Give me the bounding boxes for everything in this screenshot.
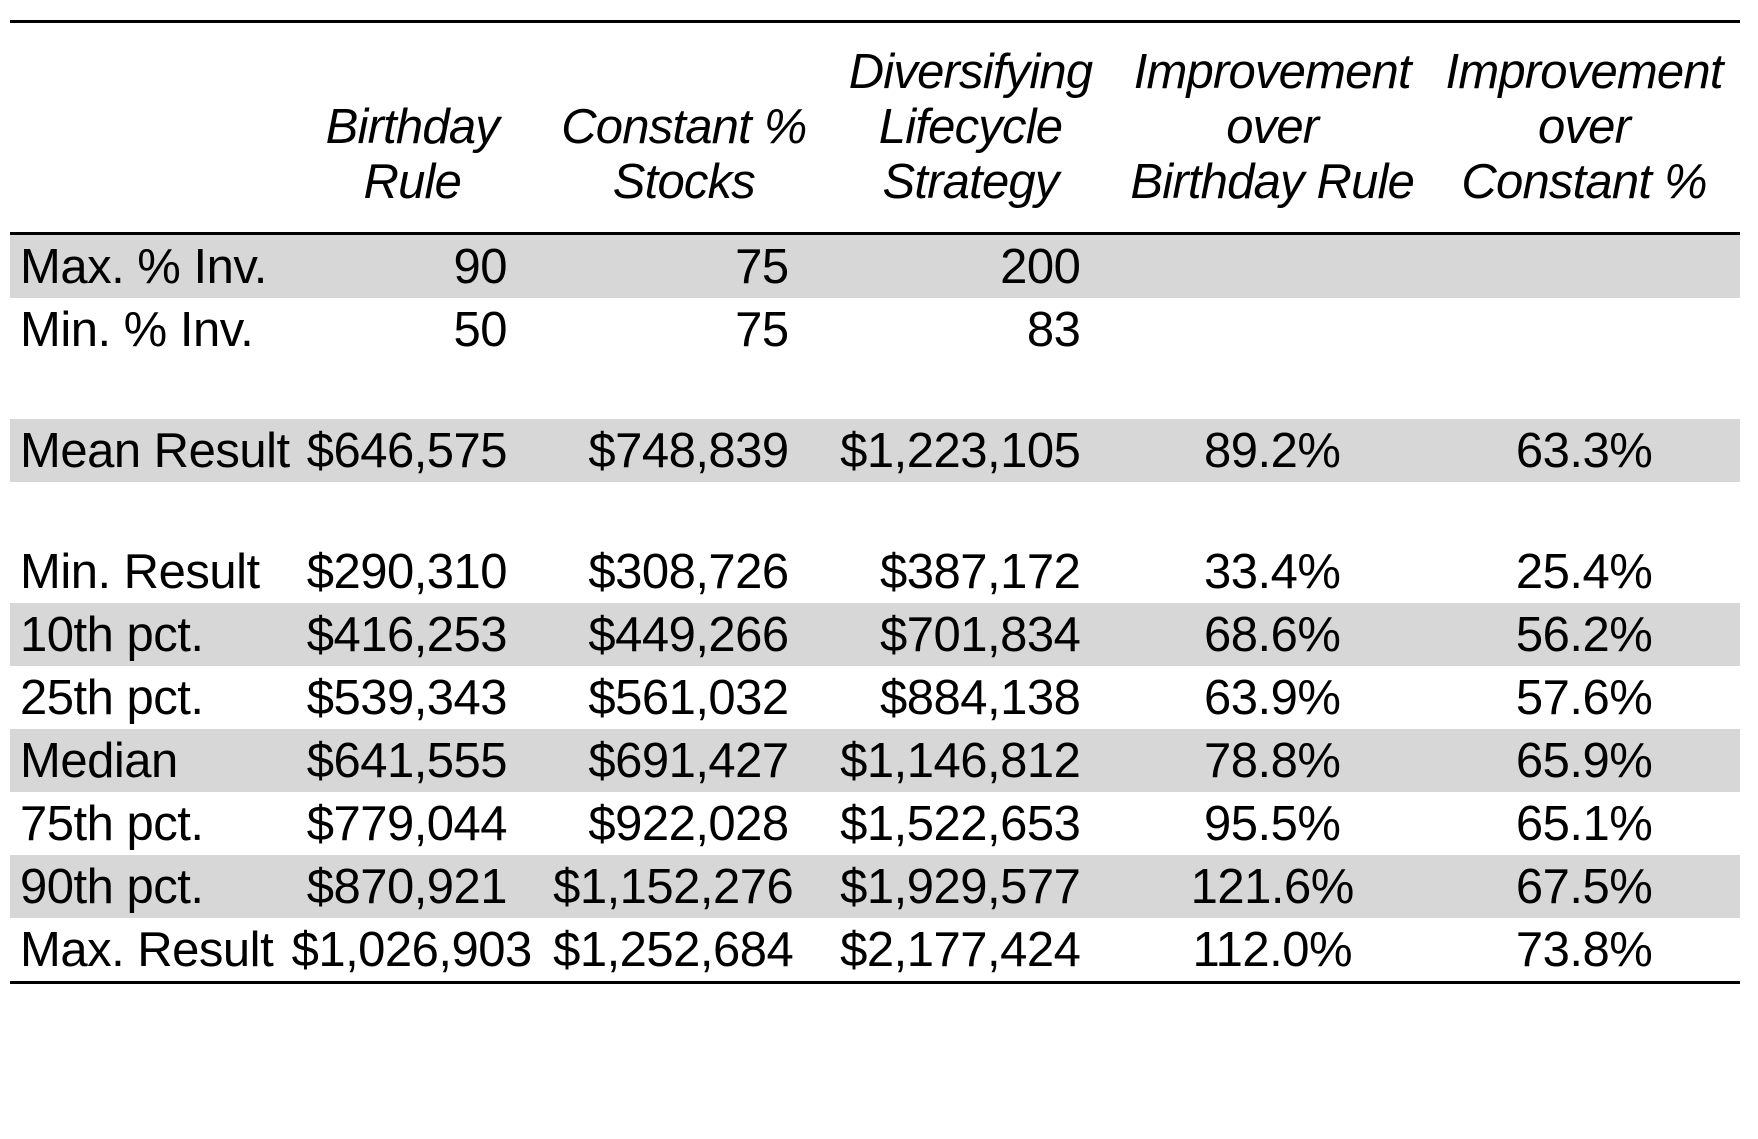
cell-improvement-birthday: 33.4% xyxy=(1116,540,1428,603)
cell-improvement-birthday xyxy=(1116,233,1428,298)
cell-birthday-rule: $646,575 xyxy=(282,419,544,482)
table-row: Min. Result$290,310$308,726$387,17233.4%… xyxy=(10,540,1740,603)
header-constant-stocks: Constant % Stocks xyxy=(543,22,825,234)
table-row: Median$641,555$691,427$1,146,81278.8%65.… xyxy=(10,729,1740,792)
cell-diversifying-lifecycle: $2,177,424 xyxy=(825,918,1117,983)
table-body: Max. % Inv.9075200Min. % Inv.507583Mean … xyxy=(10,233,1740,982)
cell-birthday-rule: 50 xyxy=(282,298,544,361)
header-text: Constant % xyxy=(561,100,806,154)
table-row: Max. % Inv.9075200 xyxy=(10,233,1740,298)
header-text: Diversifying xyxy=(849,45,1093,99)
cell-improvement-constant xyxy=(1428,233,1740,298)
cell-improvement-constant: 63.3% xyxy=(1428,419,1740,482)
header-improvement-birthday: Improvement over Birthday Rule xyxy=(1116,22,1428,234)
header-text: Birthday Rule xyxy=(1130,155,1414,209)
cell-constant-stocks: $561,032 xyxy=(543,666,825,729)
header-blank xyxy=(10,22,282,234)
cell-improvement-birthday: 68.6% xyxy=(1116,603,1428,666)
cell-diversifying-lifecycle: 200 xyxy=(825,233,1117,298)
cell-constant-stocks: $308,726 xyxy=(543,540,825,603)
cell-constant-stocks: 75 xyxy=(543,298,825,361)
row-label: Min. Result xyxy=(10,540,282,603)
cell-diversifying-lifecycle: $1,223,105 xyxy=(825,419,1117,482)
table-row: 90th pct.$870,921$1,152,276$1,929,577121… xyxy=(10,855,1740,918)
header-text: Strategy xyxy=(882,155,1058,209)
table-header-row: Birthday Rule Constant % Stocks Diversif… xyxy=(10,22,1740,234)
row-label: 25th pct. xyxy=(10,666,282,729)
header-text: over xyxy=(1226,100,1318,154)
cell-constant-stocks: $691,427 xyxy=(543,729,825,792)
row-label: 90th pct. xyxy=(10,855,282,918)
table-row: Min. % Inv.507583 xyxy=(10,298,1740,361)
table-row: Mean Result$646,575$748,839$1,223,10589.… xyxy=(10,419,1740,482)
cell-improvement-constant xyxy=(1428,298,1740,361)
spacer xyxy=(10,482,1740,540)
cell-improvement-constant: 65.1% xyxy=(1428,792,1740,855)
row-label: Max. Result xyxy=(10,918,282,983)
data-table: Birthday Rule Constant % Stocks Diversif… xyxy=(10,20,1740,984)
row-label: Min. % Inv. xyxy=(10,298,282,361)
table-row: 75th pct.$779,044$922,028$1,522,65395.5%… xyxy=(10,792,1740,855)
row-label: Max. % Inv. xyxy=(10,233,282,298)
cell-constant-stocks: $1,152,276 xyxy=(543,855,825,918)
cell-birthday-rule: $870,921 xyxy=(282,855,544,918)
row-label: Mean Result xyxy=(10,419,282,482)
cell-constant-stocks: 75 xyxy=(543,233,825,298)
cell-diversifying-lifecycle: $701,834 xyxy=(825,603,1117,666)
cell-constant-stocks: $922,028 xyxy=(543,792,825,855)
cell-birthday-rule: $290,310 xyxy=(282,540,544,603)
cell-improvement-constant: 56.2% xyxy=(1428,603,1740,666)
header-text: Improvement xyxy=(1446,45,1723,99)
cell-improvement-birthday: 63.9% xyxy=(1116,666,1428,729)
cell-improvement-birthday: 112.0% xyxy=(1116,918,1428,983)
investment-strategy-comparison-table: Birthday Rule Constant % Stocks Diversif… xyxy=(0,0,1758,1024)
cell-diversifying-lifecycle: $387,172 xyxy=(825,540,1117,603)
cell-birthday-rule: 90 xyxy=(282,233,544,298)
row-label: 75th pct. xyxy=(10,792,282,855)
header-text: Rule xyxy=(364,155,462,209)
table-row xyxy=(10,482,1740,540)
cell-birthday-rule: $641,555 xyxy=(282,729,544,792)
header-text: Birthday xyxy=(326,100,499,154)
row-label: Median xyxy=(10,729,282,792)
cell-birthday-rule: $539,343 xyxy=(282,666,544,729)
table-row xyxy=(10,361,1740,419)
header-text: Lifecycle xyxy=(879,100,1062,154)
cell-diversifying-lifecycle: $1,146,812 xyxy=(825,729,1117,792)
table-row: 25th pct.$539,343$561,032$884,13863.9%57… xyxy=(10,666,1740,729)
cell-diversifying-lifecycle: $1,929,577 xyxy=(825,855,1117,918)
cell-improvement-constant: 73.8% xyxy=(1428,918,1740,983)
cell-birthday-rule: $1,026,903 xyxy=(282,918,544,983)
cell-improvement-constant: 65.9% xyxy=(1428,729,1740,792)
cell-improvement-birthday xyxy=(1116,298,1428,361)
cell-diversifying-lifecycle: 83 xyxy=(825,298,1117,361)
cell-improvement-constant: 25.4% xyxy=(1428,540,1740,603)
cell-improvement-birthday: 95.5% xyxy=(1116,792,1428,855)
row-label: 10th pct. xyxy=(10,603,282,666)
cell-constant-stocks: $748,839 xyxy=(543,419,825,482)
cell-improvement-constant: 67.5% xyxy=(1428,855,1740,918)
cell-birthday-rule: $779,044 xyxy=(282,792,544,855)
spacer xyxy=(10,361,1740,419)
header-text: Improvement xyxy=(1134,45,1411,99)
cell-improvement-birthday: 121.6% xyxy=(1116,855,1428,918)
cell-diversifying-lifecycle: $884,138 xyxy=(825,666,1117,729)
cell-diversifying-lifecycle: $1,522,653 xyxy=(825,792,1117,855)
cell-improvement-constant: 57.6% xyxy=(1428,666,1740,729)
header-text: Constant % xyxy=(1461,155,1706,209)
cell-constant-stocks: $1,252,684 xyxy=(543,918,825,983)
header-improvement-constant: Improvement over Constant % xyxy=(1428,22,1740,234)
cell-improvement-birthday: 89.2% xyxy=(1116,419,1428,482)
cell-constant-stocks: $449,266 xyxy=(543,603,825,666)
cell-birthday-rule: $416,253 xyxy=(282,603,544,666)
header-diversifying-lifecycle: Diversifying Lifecycle Strategy xyxy=(825,22,1117,234)
table-row: 10th pct.$416,253$449,266$701,83468.6%56… xyxy=(10,603,1740,666)
header-birthday-rule: Birthday Rule xyxy=(282,22,544,234)
header-text: over xyxy=(1538,100,1630,154)
table-row: Max. Result$1,026,903$1,252,684$2,177,42… xyxy=(10,918,1740,983)
cell-improvement-birthday: 78.8% xyxy=(1116,729,1428,792)
header-text: Stocks xyxy=(613,155,755,209)
